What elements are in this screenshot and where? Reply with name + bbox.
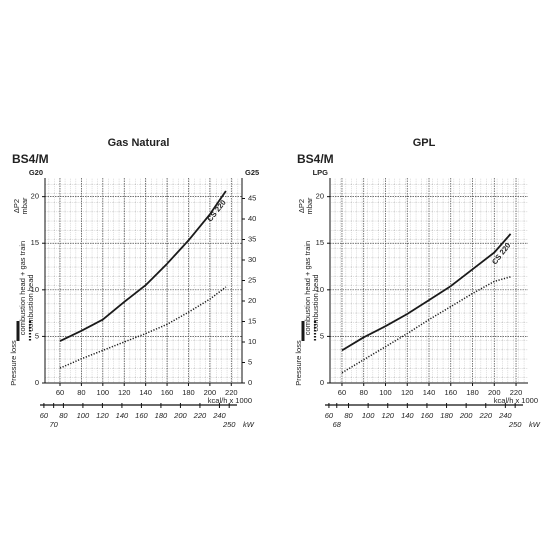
chart-title: Gas Natural xyxy=(108,137,170,149)
series-line xyxy=(59,286,227,369)
y-axis-label: LPG xyxy=(313,168,329,177)
x-tick-label: 120 xyxy=(401,388,414,397)
x-tick-label: 200 xyxy=(488,388,501,397)
y2-tick-label: 20 xyxy=(248,296,256,305)
x2-tick-label: 180 xyxy=(440,411,453,420)
model-label: BS4/M xyxy=(12,152,49,166)
y-unit: mbar xyxy=(20,197,29,215)
x2-tick-label: 200 xyxy=(173,411,187,420)
legend-label: combustion head + gas train xyxy=(18,241,27,335)
x2-tick-label: 250 xyxy=(222,420,236,429)
y-tick-label: 15 xyxy=(31,238,39,247)
x2-axis-label: kW xyxy=(529,420,541,429)
x2-tick-label: 100 xyxy=(77,411,90,420)
y-tick-label: 10 xyxy=(31,285,39,294)
y-unit: mbar xyxy=(305,197,314,215)
x2-tick-label: 240 xyxy=(498,411,512,420)
y2-tick-label: 45 xyxy=(248,193,256,202)
x2-tick-label: 140 xyxy=(116,411,129,420)
x2-axis-label: kW xyxy=(243,420,255,429)
x-tick-label: 180 xyxy=(466,388,479,397)
y-tick-label: 0 xyxy=(320,378,324,387)
y-quantity: ΔP2 xyxy=(12,199,21,213)
legend-title: Pressure loss xyxy=(9,340,18,386)
y-tick-label: 20 xyxy=(316,192,324,201)
x2-tick-label: 120 xyxy=(96,411,109,420)
x2-tick-label: 240 xyxy=(212,411,226,420)
x-tick-label: 120 xyxy=(118,388,131,397)
y2-axis-label: G25 xyxy=(245,168,259,177)
minor-grid xyxy=(45,178,242,383)
legend-label: combustion head xyxy=(26,274,35,331)
y-axis-label: G20 xyxy=(29,168,43,177)
y-tick-label: 0 xyxy=(35,378,39,387)
x-tick-label: 160 xyxy=(445,388,458,397)
x-tick-label: 140 xyxy=(423,388,436,397)
y2-tick-label: 10 xyxy=(248,337,256,346)
y2-tick-label: 35 xyxy=(248,234,256,243)
y2-tick-label: 40 xyxy=(248,214,256,223)
series-line xyxy=(59,190,227,342)
y-tick-label: 20 xyxy=(31,192,39,201)
x2-tick-label: 100 xyxy=(362,411,375,420)
y2-tick-label: 25 xyxy=(248,275,256,284)
chart-title: GPL xyxy=(413,137,436,149)
x-tick-label: 80 xyxy=(360,388,368,397)
series-line xyxy=(341,276,511,374)
x-axis-label: kcal/h x 1000 xyxy=(494,396,538,405)
legend-label: combustion head xyxy=(311,274,320,331)
y-tick-label: 15 xyxy=(316,238,324,247)
series-line xyxy=(341,233,512,352)
y-tick-label: 10 xyxy=(316,285,324,294)
model-label: BS4/M xyxy=(297,152,334,166)
x2-tick-label: 160 xyxy=(135,411,148,420)
y-quantity: ΔP2 xyxy=(297,199,306,213)
x2-tick-label: 70 xyxy=(49,420,58,429)
x2-tick-label: 60 xyxy=(325,411,334,420)
y2-tick-label: 5 xyxy=(248,357,252,366)
y2-tick-label: 15 xyxy=(248,316,256,325)
x2-tick-label: 68 xyxy=(333,420,342,429)
x2-tick-label: 60 xyxy=(40,411,49,420)
y2-tick-label: 0 xyxy=(248,378,252,387)
x-tick-label: 200 xyxy=(204,388,217,397)
legend-title: Pressure loss xyxy=(294,340,303,386)
x-tick-label: 160 xyxy=(161,388,174,397)
x-tick-label: 220 xyxy=(225,388,238,397)
x-axis-label: kcal/h x 1000 xyxy=(208,396,252,405)
y-tick-label: 5 xyxy=(35,331,39,340)
x2-tick-label: 250 xyxy=(508,420,522,429)
x-tick-label: 180 xyxy=(182,388,195,397)
x2-tick-label: 140 xyxy=(401,411,414,420)
x-tick-label: 60 xyxy=(338,388,346,397)
x2-tick-label: 220 xyxy=(193,411,207,420)
y-tick-label: 5 xyxy=(320,331,324,340)
x2-tick-label: 120 xyxy=(381,411,394,420)
x2-tick-label: 200 xyxy=(459,411,473,420)
y2-tick-label: 30 xyxy=(248,255,256,264)
legend-label: combustion head + gas train xyxy=(303,241,312,335)
x2-tick-label: 180 xyxy=(155,411,168,420)
x-tick-label: 220 xyxy=(510,388,523,397)
x-tick-label: 60 xyxy=(56,388,64,397)
x-tick-label: 140 xyxy=(139,388,152,397)
x-tick-label: 80 xyxy=(77,388,85,397)
x-tick-label: 100 xyxy=(97,388,110,397)
x2-tick-label: 160 xyxy=(421,411,434,420)
x-tick-label: 100 xyxy=(379,388,392,397)
x2-tick-label: 80 xyxy=(59,411,68,420)
x2-tick-label: 80 xyxy=(344,411,353,420)
x2-tick-label: 220 xyxy=(478,411,492,420)
